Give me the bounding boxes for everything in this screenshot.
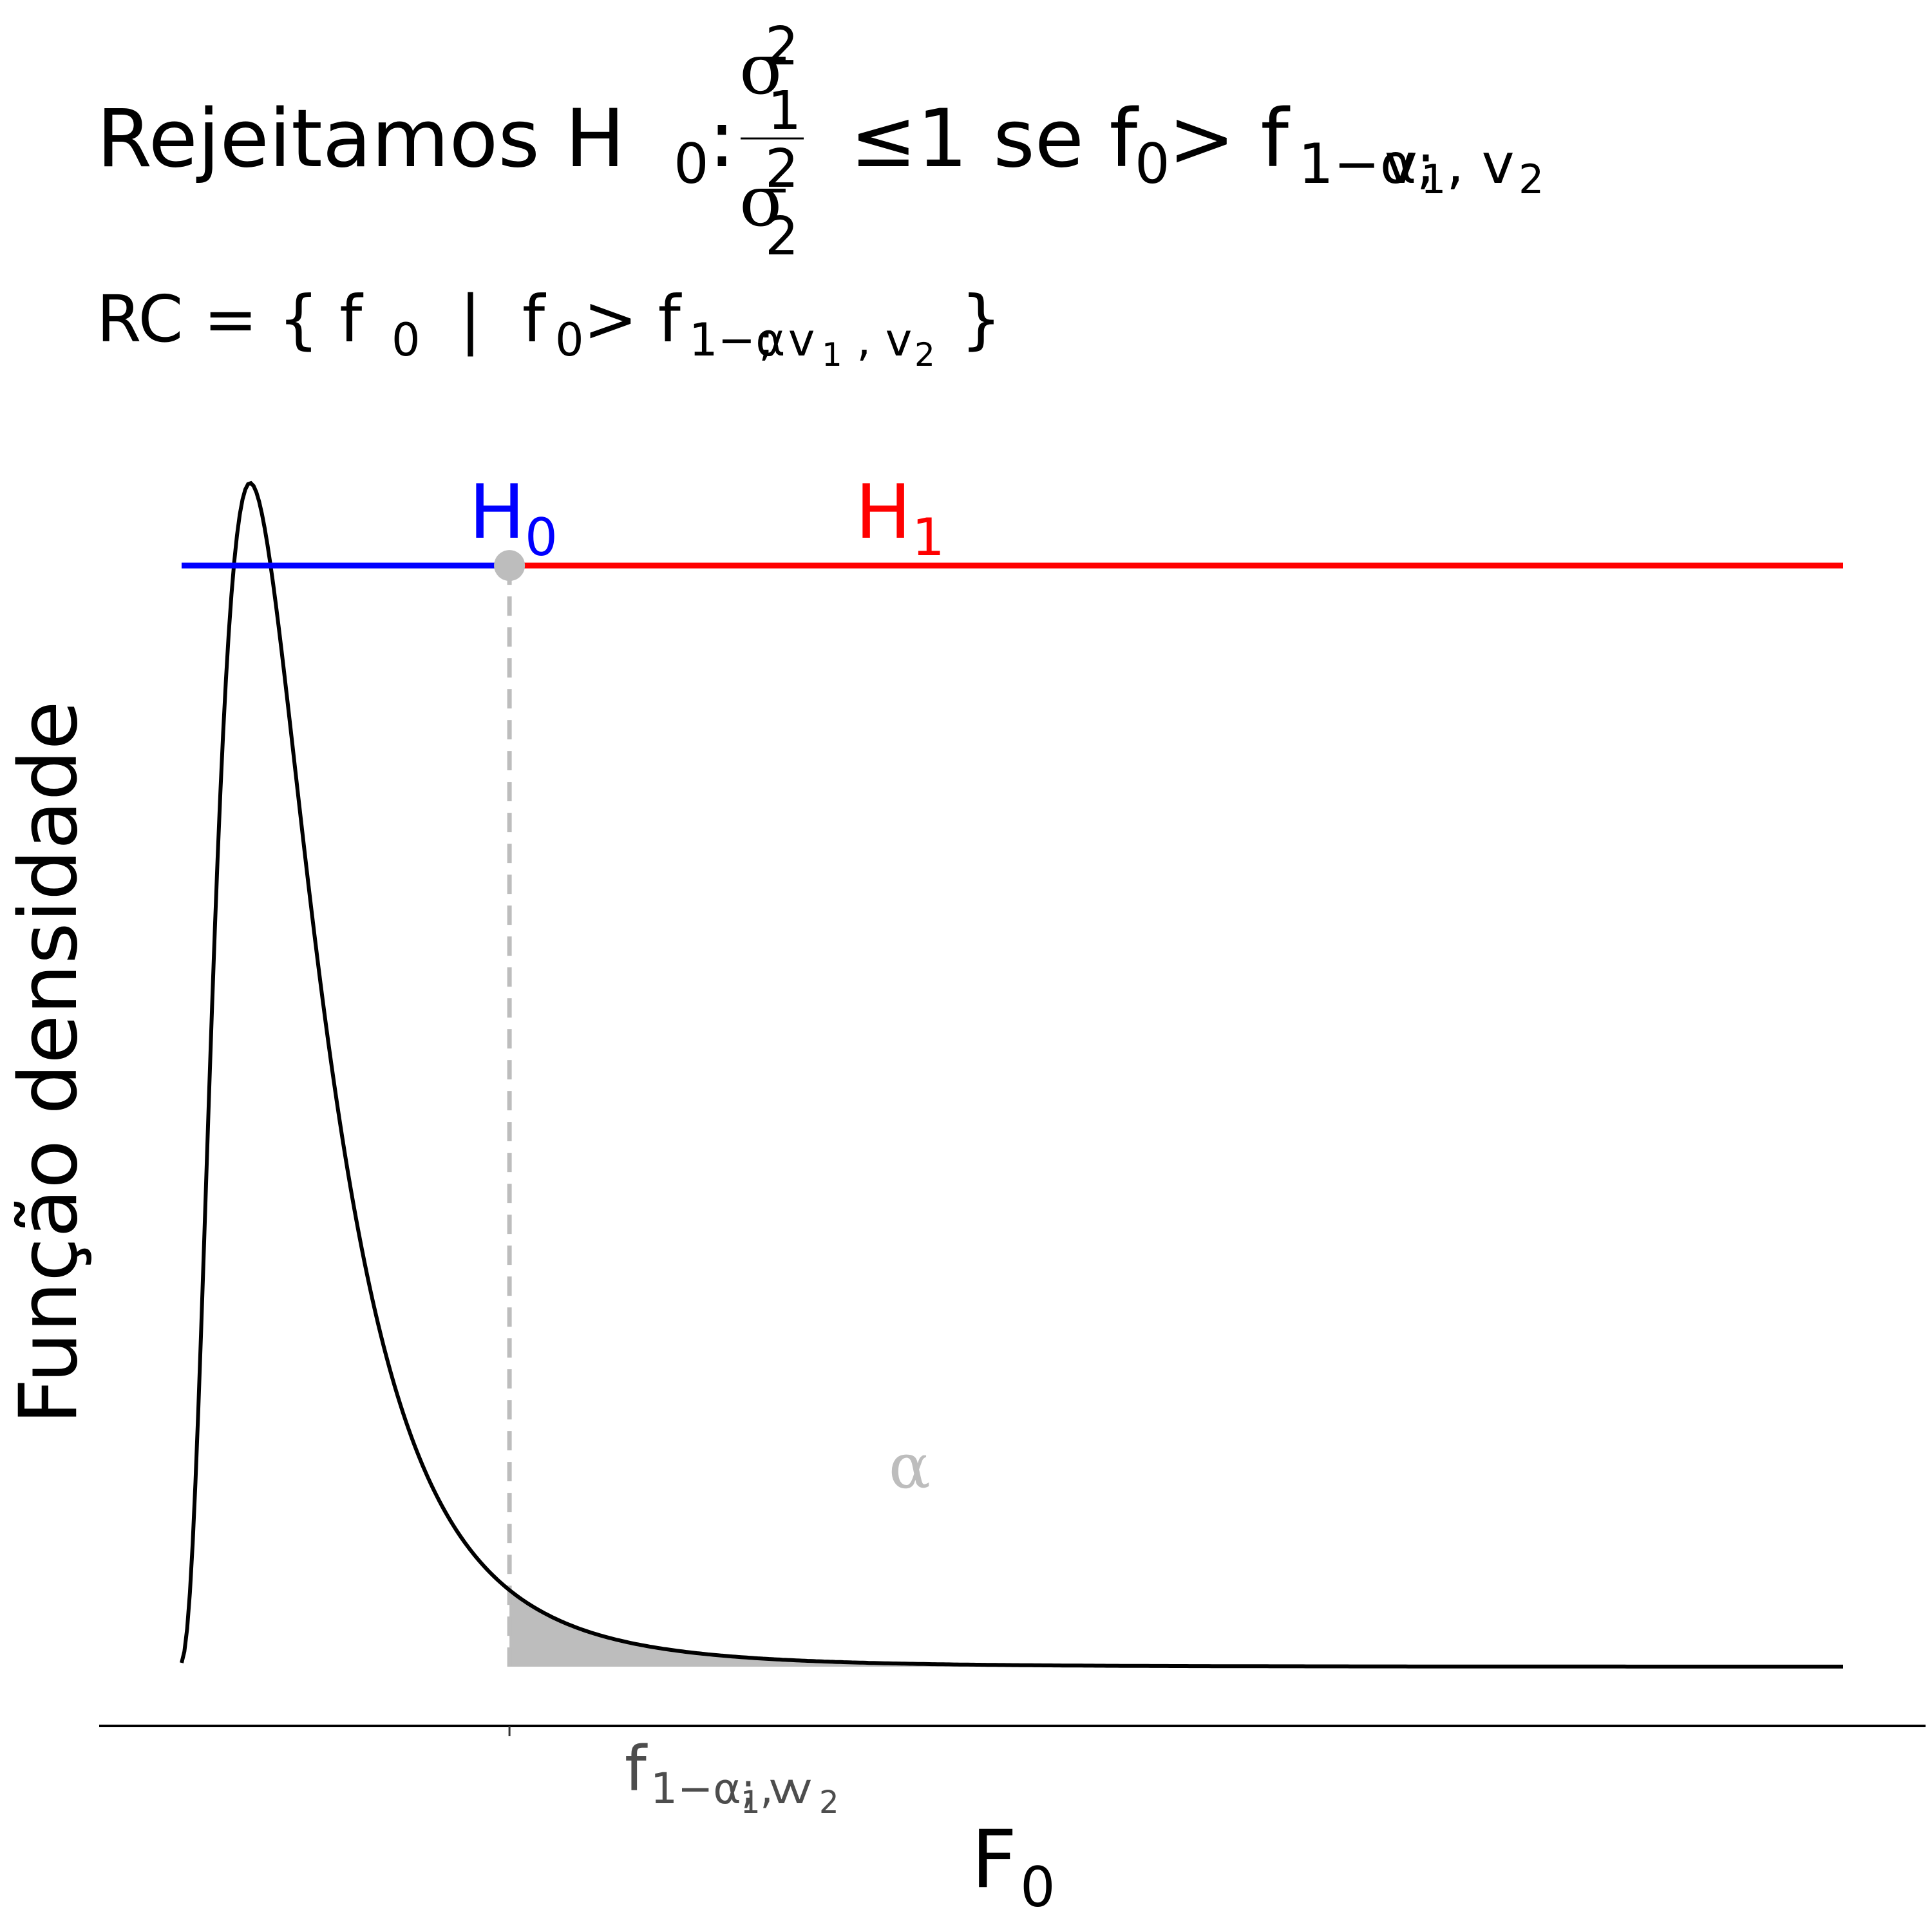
title-sigma-num-sup: 2	[765, 16, 799, 77]
title-sigma-den: σ	[739, 160, 788, 242]
plot-area	[99, 480, 1926, 1736]
y-axis-title: Função densidade	[3, 701, 95, 1425]
h0-label: H	[469, 469, 525, 556]
title-h0-sub: 0	[674, 132, 709, 196]
h1-label: H	[855, 469, 911, 556]
alpha-shaded-area	[509, 1590, 1843, 1667]
h1-label-sub: 1	[912, 507, 945, 567]
x-tick-label: f 1−α; v 1 , v 2	[625, 1733, 839, 1821]
critical-value-point	[494, 550, 526, 582]
chart-title: Rejeitamos H 0 : σ 2 1 2 σ 2 ≤1 se f 0 >…	[97, 16, 1544, 267]
density-curve	[180, 480, 1843, 1669]
subtitle-v1: ; v	[759, 314, 815, 366]
subtitle-v2: , v	[842, 314, 912, 366]
subtitle-close: }	[940, 281, 1001, 357]
x-axis-title: F 0	[971, 1814, 1056, 1920]
title-v2: , v	[1446, 132, 1515, 196]
title-colon: :	[708, 93, 735, 185]
x-tick-f: f	[625, 1733, 648, 1805]
subtitle-v2-sub: 2	[914, 336, 935, 374]
x-tick-v1-sub: 1	[741, 1785, 761, 1821]
x-tick-v2-sub: 2	[819, 1785, 839, 1821]
title-sigma-num-sub: 1	[768, 80, 801, 142]
subtitle-gt: > f	[583, 281, 683, 357]
title-v1-sub: 1	[1421, 156, 1446, 203]
h0-label-sub: 0	[525, 507, 558, 567]
title-sigma-num: σ	[739, 28, 788, 110]
title-sigma-den-sup: 2	[765, 138, 799, 200]
title-f0-sub: 0	[1135, 132, 1170, 196]
title-crit-sub: 1−α;	[1298, 132, 1435, 196]
subtitle-rc: RC = { f	[97, 281, 364, 357]
subtitle-bar: | f	[419, 281, 547, 357]
alpha-label: α	[889, 1430, 931, 1502]
subtitle-v1-sub: 1	[822, 336, 842, 374]
title-sigma-den-sub: 2	[765, 206, 799, 267]
title-gt: > f	[1168, 93, 1291, 185]
title-prefix: Rejeitamos H	[97, 93, 625, 185]
subtitle-sub-0a: 0	[392, 314, 421, 366]
subtitle-sub-0b: 0	[555, 314, 584, 366]
title-v1: v	[1385, 132, 1417, 196]
x-tick-v2: , v	[760, 1764, 812, 1814]
x-axis-title-sub: 0	[1020, 1855, 1056, 1920]
title-v2-sub: 2	[1519, 156, 1544, 203]
x-axis-title-main: F	[971, 1814, 1017, 1906]
x-tick-sub: 1−α; v	[650, 1764, 794, 1814]
chart-subtitle: RC = { f 0 | f 0 > f 1−α ; v 1 , v 2 }	[97, 281, 1001, 374]
subtitle-crit: 1−α	[689, 314, 785, 366]
title-le: ≤1 se f	[850, 93, 1140, 185]
